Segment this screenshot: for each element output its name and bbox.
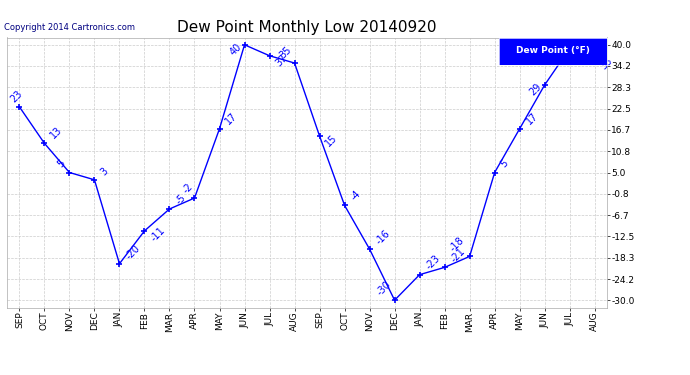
Title: Dew Point Monthly Low 20140920: Dew Point Monthly Low 20140920 bbox=[177, 20, 437, 35]
Text: -18: -18 bbox=[447, 236, 466, 254]
Text: 29: 29 bbox=[528, 82, 544, 98]
Text: 23: 23 bbox=[8, 88, 24, 104]
Text: Copyright 2014 Cartronics.com: Copyright 2014 Cartronics.com bbox=[4, 23, 135, 32]
Text: -23: -23 bbox=[424, 254, 442, 272]
Text: -20: -20 bbox=[124, 243, 142, 261]
Text: -5: -5 bbox=[174, 192, 188, 206]
Text: -2: -2 bbox=[181, 181, 195, 195]
Text: 40: 40 bbox=[228, 42, 244, 57]
Text: 17: 17 bbox=[224, 110, 239, 126]
Text: 36: 36 bbox=[599, 56, 615, 72]
Text: -30: -30 bbox=[375, 279, 393, 297]
Text: -11: -11 bbox=[148, 225, 167, 243]
Text: 5: 5 bbox=[55, 158, 67, 170]
Text: 17: 17 bbox=[524, 110, 540, 126]
Text: 35: 35 bbox=[278, 45, 294, 60]
Text: 39: 39 bbox=[553, 45, 569, 61]
Text: -4: -4 bbox=[348, 189, 363, 202]
Text: 5: 5 bbox=[499, 158, 511, 170]
Text: 37: 37 bbox=[274, 53, 290, 68]
Text: -16: -16 bbox=[374, 228, 392, 246]
Text: -21: -21 bbox=[448, 246, 467, 265]
Text: 13: 13 bbox=[48, 125, 64, 141]
Text: 15: 15 bbox=[324, 133, 339, 148]
Text: 3: 3 bbox=[99, 166, 110, 177]
